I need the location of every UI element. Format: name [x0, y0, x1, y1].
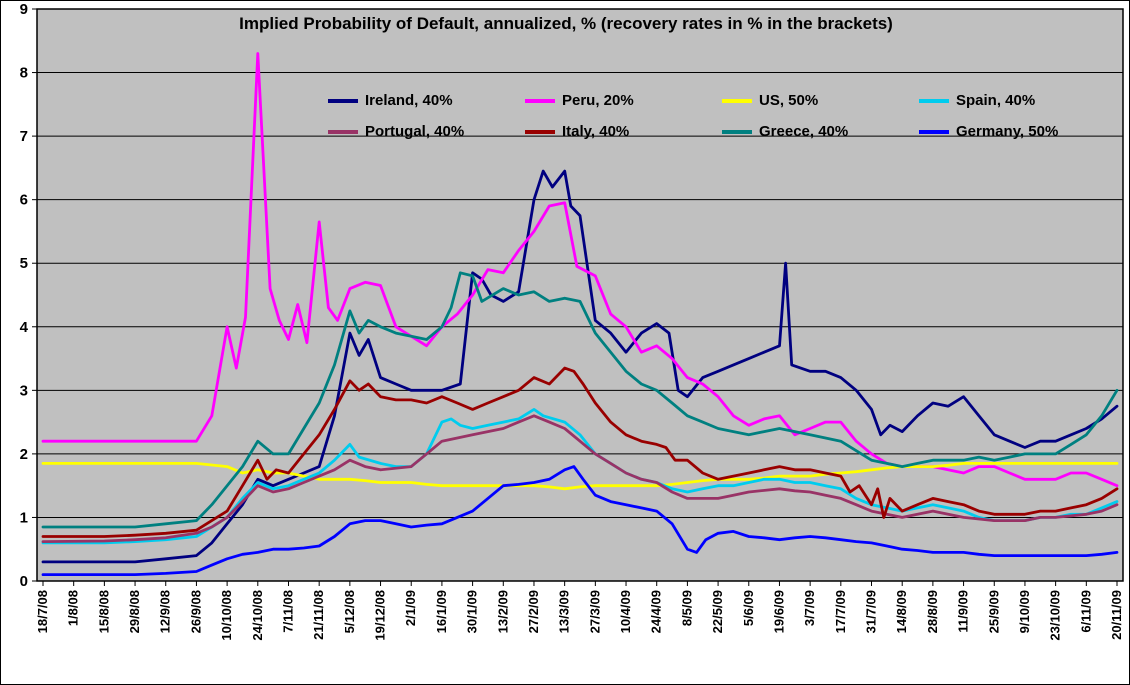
legend-label: Spain, 40%: [956, 92, 1036, 109]
legend-label: Greece, 40%: [759, 123, 849, 140]
svg-text:8: 8: [20, 65, 28, 82]
legend-item: Peru, 20%: [525, 92, 722, 109]
legend-item: Spain, 40%: [919, 92, 1089, 109]
legend-line-swatch: [919, 129, 949, 134]
svg-text:28/8/09: 28/8/09: [925, 590, 940, 633]
svg-text:26/9/08: 26/9/08: [188, 590, 203, 633]
svg-text:5/6/09: 5/6/09: [741, 590, 756, 626]
svg-text:10/10/08: 10/10/08: [219, 590, 234, 641]
chart-title: Implied Probability of Default, annualiz…: [239, 14, 893, 33]
svg-text:14/8/09: 14/8/09: [894, 590, 909, 633]
svg-text:19/6/09: 19/6/09: [771, 590, 786, 633]
svg-text:17/7/09: 17/7/09: [833, 590, 848, 633]
legend-line-swatch: [328, 129, 358, 134]
svg-text:18/7/08: 18/7/08: [35, 590, 50, 633]
svg-text:10/4/09: 10/4/09: [618, 590, 633, 633]
legend-label: Italy, 40%: [562, 123, 630, 140]
svg-text:20/11/09: 20/11/09: [1109, 590, 1124, 640]
svg-text:25/9/09: 25/9/09: [986, 590, 1001, 633]
legend-label: Portugal, 40%: [365, 123, 465, 140]
svg-text:22/5/09: 22/5/09: [710, 590, 725, 633]
svg-text:3: 3: [20, 382, 28, 399]
svg-text:0: 0: [20, 573, 28, 590]
legend-line-swatch: [328, 98, 358, 103]
svg-text:7: 7: [20, 128, 28, 145]
svg-text:16/1/09: 16/1/09: [434, 590, 449, 633]
svg-text:5/12/08: 5/12/08: [342, 590, 357, 633]
svg-text:30/1/09: 30/1/09: [465, 590, 480, 633]
svg-text:2: 2: [20, 446, 28, 463]
svg-text:6/11/09: 6/11/09: [1078, 590, 1093, 633]
legend-item: Italy, 40%: [525, 123, 722, 140]
svg-text:24/10/08: 24/10/08: [250, 590, 265, 641]
chart-legend: Ireland, 40% Peru, 20% US, 50% Spain, 40% Po…: [328, 85, 1089, 147]
svg-text:11/9/09: 11/9/09: [956, 590, 971, 633]
svg-text:2/1/09: 2/1/09: [403, 590, 418, 626]
svg-text:9/10/09: 9/10/09: [1017, 590, 1032, 633]
svg-text:1/8/08: 1/8/08: [66, 590, 81, 626]
legend-label: Peru, 20%: [562, 92, 634, 109]
svg-text:27/3/09: 27/3/09: [587, 590, 602, 633]
legend-line-swatch: [722, 129, 752, 134]
svg-text:29/8/08: 29/8/08: [127, 590, 142, 633]
svg-text:7/11/08: 7/11/08: [280, 590, 295, 633]
svg-text:4: 4: [20, 319, 29, 336]
svg-text:9: 9: [20, 1, 28, 18]
svg-text:24/4/09: 24/4/09: [649, 590, 664, 633]
svg-text:23/10/09: 23/10/09: [1048, 590, 1063, 641]
legend-label: US, 50%: [759, 92, 819, 109]
svg-text:1: 1: [20, 509, 28, 526]
svg-text:15/8/08: 15/8/08: [96, 590, 111, 633]
legend-item: Greece, 40%: [722, 123, 919, 140]
svg-text:6: 6: [20, 192, 28, 209]
svg-text:5: 5: [20, 255, 28, 272]
legend-label: Ireland, 40%: [365, 92, 453, 109]
svg-text:13/2/09: 13/2/09: [495, 590, 510, 633]
legend-line-swatch: [722, 98, 752, 103]
legend-label: Germany, 50%: [956, 123, 1059, 140]
svg-text:31/7/09: 31/7/09: [864, 590, 879, 633]
svg-text:27/2/09: 27/2/09: [526, 590, 541, 633]
legend-line-swatch: [525, 129, 555, 134]
svg-text:12/9/08: 12/9/08: [158, 590, 173, 633]
svg-text:3/7/09: 3/7/09: [802, 590, 817, 626]
legend-line-swatch: [525, 98, 555, 103]
svg-text:8/5/09: 8/5/09: [679, 590, 694, 626]
legend-item: Ireland, 40%: [328, 92, 525, 109]
legend-item: Portugal, 40%: [328, 123, 525, 140]
legend-item: US, 50%: [722, 92, 919, 109]
legend-item: Germany, 50%: [919, 123, 1089, 140]
svg-text:21/11/08: 21/11/08: [311, 590, 326, 640]
svg-text:13/3/09: 13/3/09: [557, 590, 572, 633]
svg-text:19/12/08: 19/12/08: [373, 590, 388, 641]
legend-line-swatch: [919, 98, 949, 103]
